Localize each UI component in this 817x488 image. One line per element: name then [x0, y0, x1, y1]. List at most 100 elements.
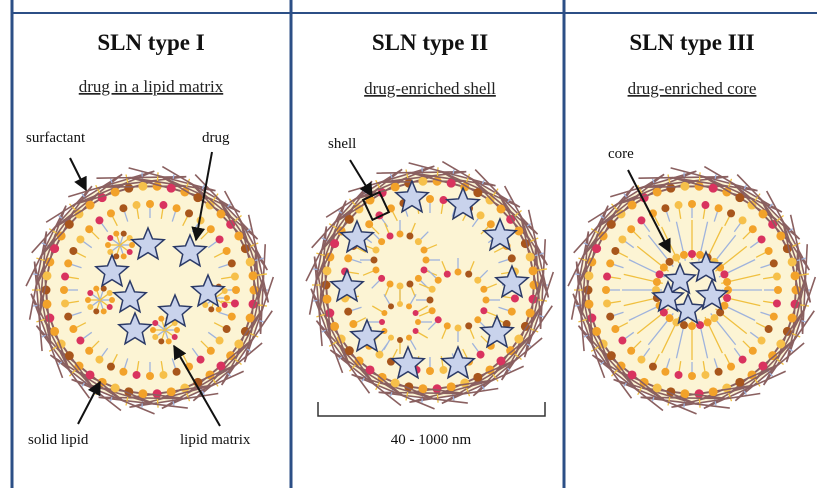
lipid-head — [85, 297, 91, 303]
lipid-head — [381, 310, 387, 316]
lipid-head — [406, 281, 413, 288]
lipid-head — [680, 321, 688, 329]
lipid-head — [216, 235, 224, 243]
lipid-head — [166, 338, 172, 344]
panel-subtitle: drug-enriched core — [628, 79, 757, 98]
lipid-head — [660, 264, 668, 272]
lipid-head — [611, 325, 619, 333]
panel-title: SLN type III — [629, 30, 754, 55]
lipid-head — [372, 247, 379, 254]
lipid-head — [173, 204, 181, 212]
lipid-head — [656, 270, 664, 278]
lipid-head — [85, 225, 93, 233]
lipid-head — [606, 259, 614, 267]
lipid-head — [774, 286, 782, 294]
lipid-head — [429, 307, 436, 314]
lipid-head — [185, 209, 193, 217]
lipid-head — [727, 363, 735, 371]
lipid-head — [344, 254, 352, 262]
lipid-head — [153, 389, 162, 398]
lipid-head — [688, 250, 696, 258]
lipid-head — [765, 325, 773, 333]
lipid-head — [61, 273, 69, 281]
lipid-head — [345, 346, 354, 355]
lipid-head — [661, 368, 669, 376]
lipid-head — [64, 313, 72, 321]
lipid-head — [65, 351, 74, 360]
panel-title: SLN type II — [372, 30, 488, 55]
lipid-head — [637, 216, 645, 224]
lipid-head — [167, 387, 176, 396]
lipid-head — [378, 238, 385, 245]
lipid-head — [649, 363, 657, 371]
lipid-head — [158, 316, 164, 322]
lipid-head — [113, 231, 119, 237]
lipid-head — [228, 313, 236, 321]
lipid-head — [603, 273, 611, 281]
lipid-head — [603, 299, 611, 307]
lipid-head — [152, 320, 158, 326]
lipid-head — [765, 247, 773, 255]
lipid-head — [723, 278, 731, 286]
lipid-head — [216, 306, 222, 312]
lipid-head — [426, 367, 434, 375]
lipid-head — [627, 347, 635, 355]
lipid-head — [701, 201, 709, 209]
panel-subtitle: drug-enriched shell — [364, 79, 496, 98]
lipid-head — [696, 251, 704, 259]
lipid-head — [107, 290, 113, 296]
lipid-head — [427, 297, 434, 304]
lipid-head — [680, 389, 689, 398]
lipid-head — [387, 281, 394, 288]
lipid-head — [480, 286, 487, 293]
lipid-head — [107, 209, 115, 217]
lipid-head — [375, 351, 383, 359]
lipid-head — [222, 302, 228, 308]
lipid-head — [107, 304, 113, 310]
lipid-head — [397, 231, 404, 238]
lipid-head — [397, 301, 403, 307]
lipid-head — [477, 351, 485, 359]
lipid-head — [758, 337, 766, 345]
lipid-head — [675, 371, 683, 379]
lipid-head — [76, 235, 84, 243]
label: surfactant — [26, 130, 86, 146]
lipid-head — [93, 286, 99, 292]
lipid-head — [50, 327, 59, 336]
lipid-head — [710, 314, 718, 322]
lipid-head — [418, 384, 427, 393]
lipid-head — [435, 277, 442, 284]
lipid-head — [322, 295, 331, 304]
lipid-head — [788, 257, 797, 266]
lipid-head — [101, 308, 107, 314]
lipid-head — [172, 334, 178, 340]
lipid-head — [105, 242, 111, 248]
lipid-head — [739, 356, 747, 364]
lipid-head — [330, 322, 339, 331]
lipid-head — [455, 325, 462, 332]
lipid-head — [344, 308, 352, 316]
lipid-head — [127, 249, 133, 255]
lipid-head — [223, 247, 231, 255]
lipid-head — [228, 259, 236, 267]
lipid-head — [727, 209, 735, 217]
lipid-head — [150, 327, 156, 333]
lipid-head — [473, 373, 482, 382]
lipid-head — [444, 322, 451, 329]
lipid-head — [666, 184, 675, 193]
lipid-head — [627, 225, 635, 233]
lipid-head — [95, 356, 103, 364]
lipid-head — [174, 327, 180, 333]
lipid-head — [119, 204, 127, 212]
lipid-head — [121, 253, 127, 259]
label: core — [608, 146, 634, 162]
lipid-head — [465, 271, 472, 278]
lipid-head — [739, 216, 747, 224]
lipid-head — [371, 257, 378, 264]
lipid-head — [701, 371, 709, 379]
lipid-head — [224, 295, 230, 301]
lipid-head — [216, 362, 225, 371]
lipid-head — [715, 368, 723, 376]
lipid-head — [208, 306, 214, 312]
lipid-head — [511, 294, 519, 302]
